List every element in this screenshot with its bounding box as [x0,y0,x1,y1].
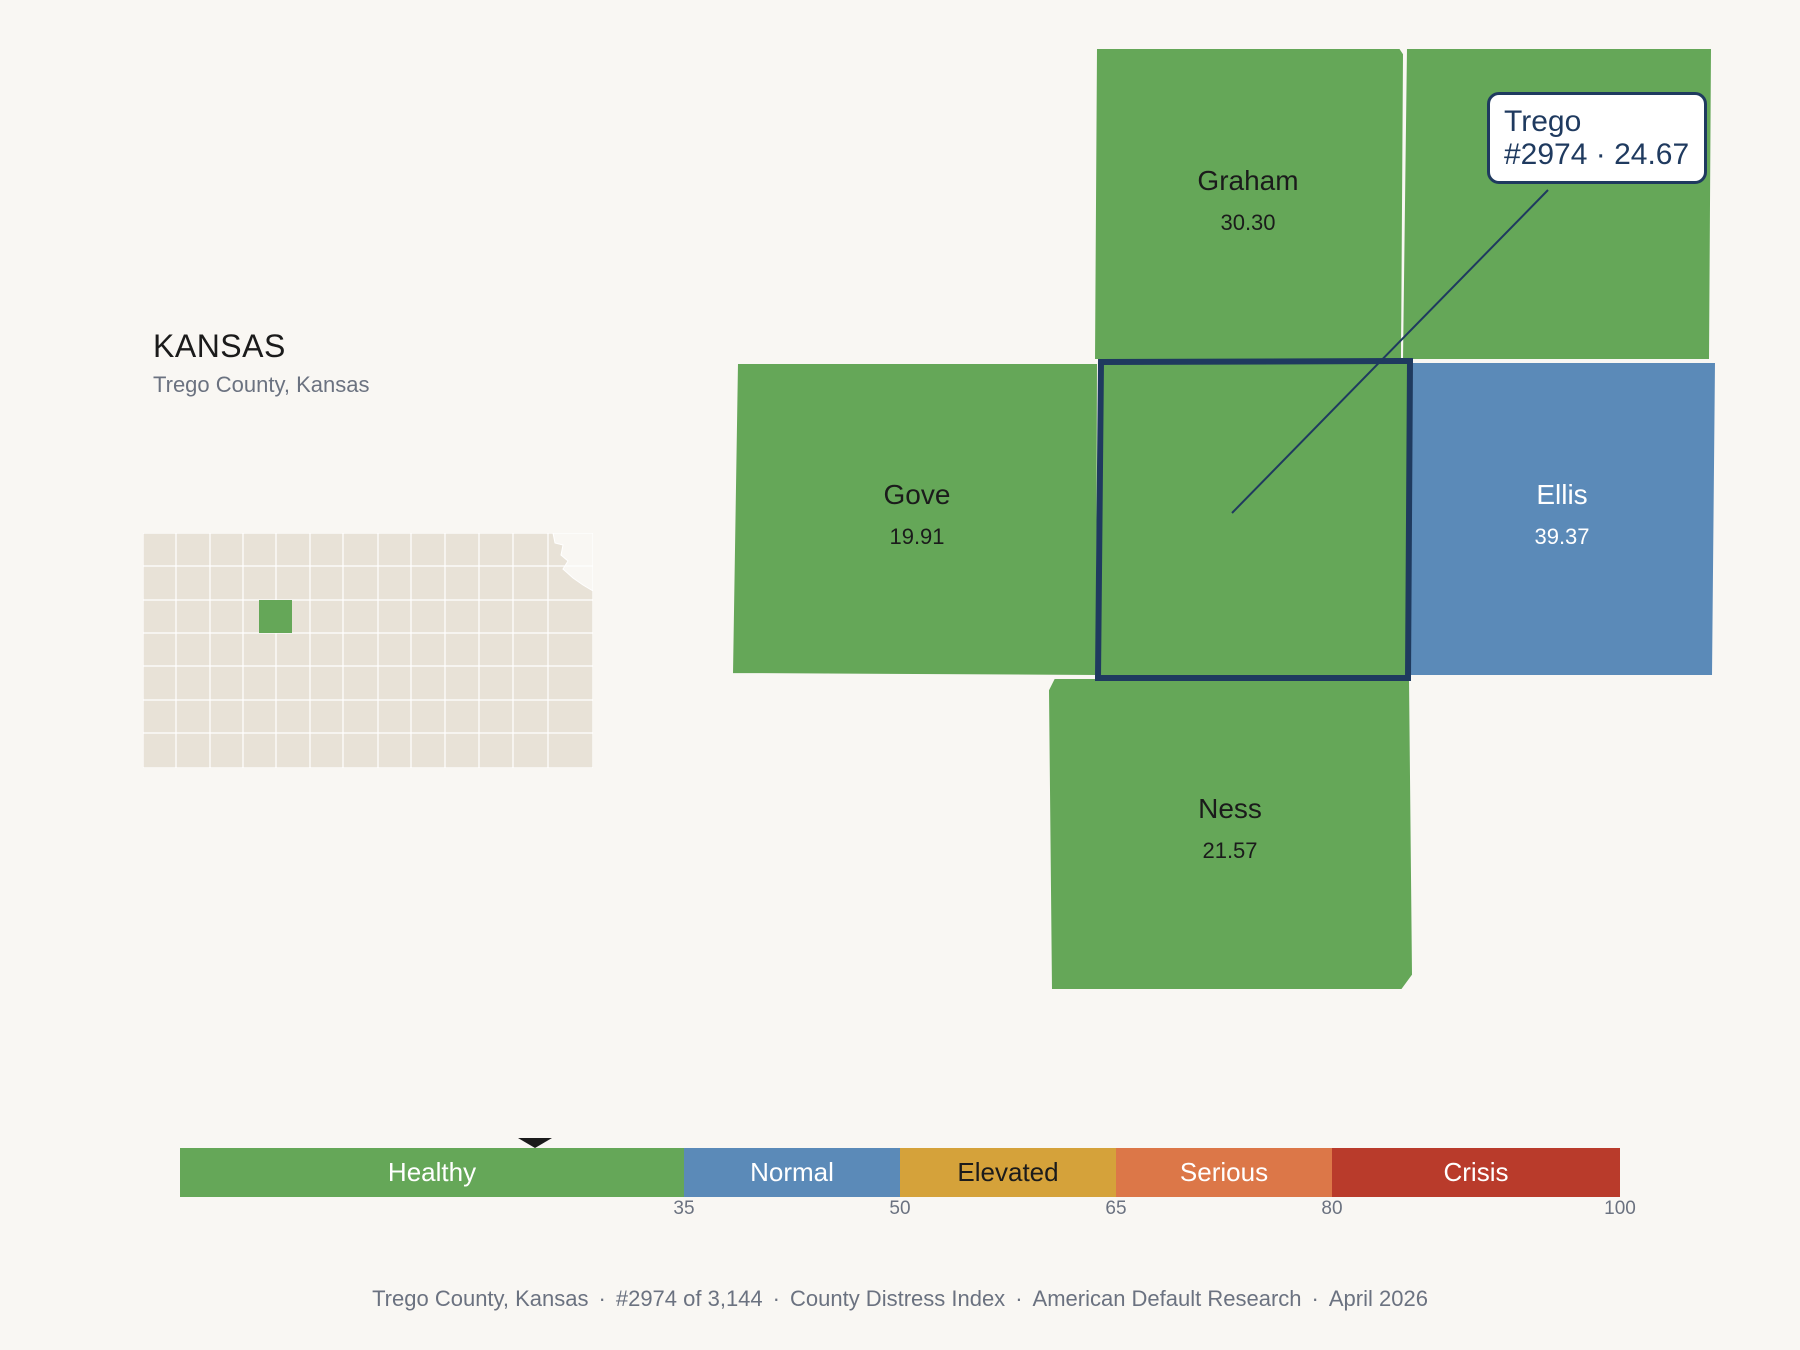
scale-ticks: 35 50 65 80 100 [0,1198,1800,1228]
county-graham[interactable] [1092,47,1406,361]
county-grid [143,533,593,768]
scale-tick: 65 [1105,1198,1127,1219]
scale-tick: 35 [673,1198,695,1219]
footer-index: County Distress Index [789,1286,1006,1311]
tooltip-county-name: Trego [1504,105,1582,138]
county-ness[interactable] [1046,677,1415,991]
scale-tick: 50 [889,1198,911,1219]
footer-org: American Default Research [1032,1286,1302,1311]
state-subtitle: Trego County, Kansas [153,372,370,397]
state-locator-map [143,533,593,768]
county-ness-value: 21.57 [1202,838,1257,863]
footer-date: April 2026 [1328,1286,1428,1311]
scale-tick: 80 [1321,1198,1343,1219]
scale-label-serious: Serious [1179,1157,1269,1187]
state-outline [143,533,593,768]
state-title: KANSAS [153,328,286,364]
tooltip-leader-line [1231,189,1549,514]
footer-county: Trego County, Kansas [372,1286,589,1311]
county-ellis-name: Ellis [1536,479,1587,510]
trego-locator-highlight[interactable] [259,600,292,633]
county-ellis-value: 39.37 [1534,524,1589,549]
distress-scale: Healthy Normal Elevated Serious Crisis [180,1148,1620,1197]
scale-segment-normal: Normal [684,1148,900,1197]
county-ness-name: Ness [1198,793,1262,824]
scale-segment-elevated: Elevated [900,1148,1116,1197]
footer-caption: Trego County, Kansas · #2974 of 3,144 · Coun… [372,1286,1428,1311]
scale-label-normal: Normal [750,1157,834,1187]
county-ellis[interactable] [1406,361,1718,677]
scale-segment-crisis: Crisis [1332,1148,1620,1197]
county-gove[interactable] [730,362,1100,678]
scale-segment-healthy: Healthy [180,1148,684,1197]
county-gove-value: 19.91 [889,524,944,549]
county-gove-name: Gove [884,479,951,510]
scale-segment-serious: Serious [1116,1148,1332,1197]
scale-tick: 100 [1604,1198,1636,1219]
tooltip-rank-score: #2974 · 24.67 [1504,138,1690,171]
county-graham-name: Graham [1197,165,1298,196]
scale-label-elevated: Elevated [957,1157,1059,1187]
county-graham-value: 30.30 [1220,210,1275,235]
footer-rank: #2974 of 3,144 [615,1286,763,1311]
county-trego[interactable] [1094,357,1414,681]
scale-label-crisis: Crisis [1443,1157,1509,1187]
county-tooltip: Trego #2974 · 24.67 [1487,92,1707,184]
score-marker-icon [518,1138,553,1148]
scale-label-healthy: Healthy [387,1157,477,1187]
